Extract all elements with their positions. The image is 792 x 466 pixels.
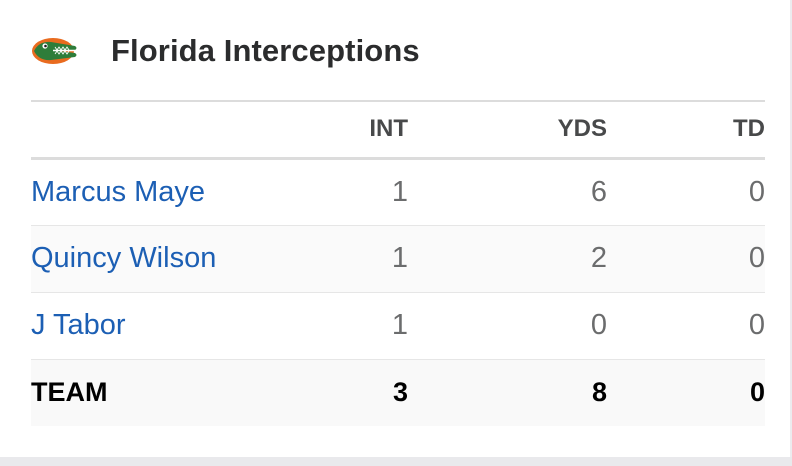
- column-header-td: TD: [733, 115, 765, 143]
- yds-cell: 0: [590, 309, 607, 341]
- td-cell: 0: [748, 309, 765, 341]
- player-link-marcus-maye[interactable]: Marcus Maye: [31, 175, 206, 208]
- table-header-row: INT YDS TD: [31, 101, 765, 158]
- int-cell: 1: [391, 242, 408, 274]
- int-cell: 1: [391, 309, 408, 341]
- td-cell: 0: [748, 175, 765, 208]
- team-total-row: TEAM 3 8 0: [31, 359, 765, 426]
- team-yds-cell: 8: [591, 377, 607, 408]
- table-row: Quincy Wilson 1 2 0: [31, 225, 765, 292]
- team-label: TEAM: [31, 377, 108, 408]
- int-cell: 1: [391, 175, 408, 208]
- player-link-j-tabor[interactable]: J Tabor: [31, 309, 126, 341]
- team-td-cell: 0: [749, 377, 765, 408]
- table-row: J Tabor 1 0 0: [31, 292, 765, 359]
- interceptions-table: INT YDS TD Marcus Maye 1 6 0 Quincy Wils…: [31, 100, 765, 426]
- column-header-int: INT: [369, 115, 408, 143]
- page-title: Florida Interceptions: [111, 33, 420, 68]
- card-header: Florida Interceptions: [31, 22, 420, 80]
- player-link-quincy-wilson[interactable]: Quincy Wilson: [31, 242, 217, 274]
- yds-cell: 6: [590, 175, 607, 208]
- column-header-yds: YDS: [557, 115, 607, 143]
- team-int-cell: 3: [392, 377, 408, 408]
- yds-cell: 2: [590, 242, 607, 274]
- gator-logo-icon: [32, 38, 77, 64]
- column-header-player: [31, 101, 251, 158]
- table-row: Marcus Maye 1 6 0: [31, 158, 765, 225]
- td-cell: 0: [748, 242, 765, 274]
